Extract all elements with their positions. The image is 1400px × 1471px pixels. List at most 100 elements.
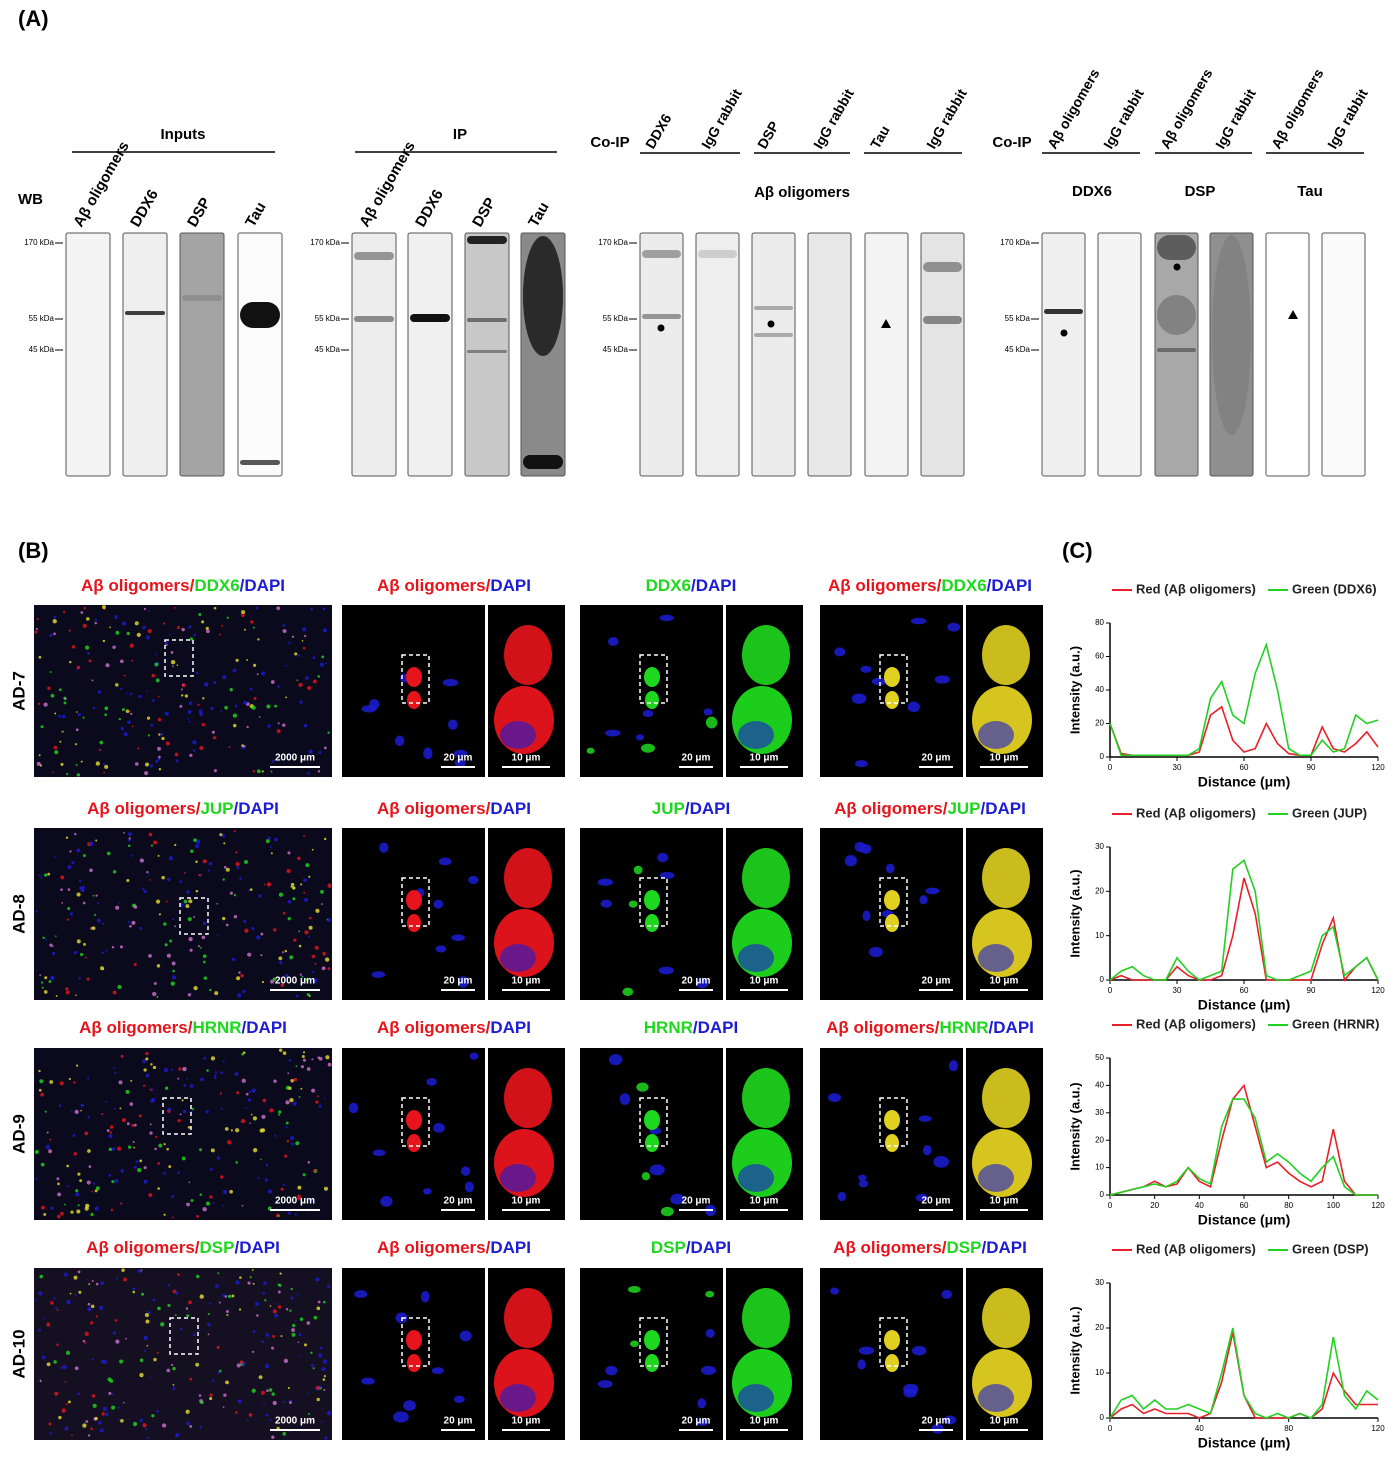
cell-dot <box>48 980 52 984</box>
nucleus <box>379 842 389 853</box>
cell-dot <box>100 1281 104 1285</box>
cell-dot <box>246 658 249 661</box>
cell-dot <box>208 861 213 866</box>
cell-dot <box>107 1377 112 1382</box>
cell-dot <box>38 1291 43 1296</box>
cell-dot <box>40 725 44 729</box>
image-title: Aβ oligomers/DAPI <box>377 1238 531 1257</box>
zoom-nucleus <box>978 1384 1014 1412</box>
cell-dot <box>62 730 65 733</box>
cell-dot <box>84 1206 89 1211</box>
blot-lane <box>864 232 909 477</box>
cell-dot <box>209 988 212 992</box>
cell-dot <box>59 1081 64 1086</box>
cell-dot <box>282 1051 287 1055</box>
cell-dot <box>142 1423 147 1428</box>
cell-dot <box>285 1126 288 1129</box>
cell-dot <box>152 991 157 997</box>
cell-dot <box>298 930 301 933</box>
marker-label: 55 kDa <box>1005 314 1031 323</box>
blot-lane <box>751 232 796 477</box>
blot-lane <box>1265 232 1310 477</box>
cell-dot <box>303 891 306 894</box>
cell-dot <box>205 629 210 634</box>
cell-dot <box>80 1103 85 1108</box>
cell-dot <box>115 1339 120 1344</box>
cell-dot <box>235 1161 239 1164</box>
cell-dot <box>65 1350 71 1355</box>
nucleus <box>431 1367 444 1375</box>
cell-dot <box>285 696 288 699</box>
title-segment: /DAPI <box>242 1018 287 1037</box>
cell-dot <box>80 1109 82 1112</box>
cell-dot <box>63 610 66 613</box>
cell-dot <box>39 1079 44 1084</box>
cell-dot <box>273 928 277 932</box>
cell-dot <box>50 1206 54 1210</box>
roi-box <box>639 1317 668 1367</box>
panel-label: (A) <box>18 6 49 31</box>
cell-dot <box>279 1272 282 1275</box>
cell-dot <box>67 865 72 870</box>
cell-dot <box>171 1363 174 1367</box>
cell-dot <box>191 1107 195 1111</box>
cell-dot <box>185 1409 190 1414</box>
x-axis-label: Distance (μm) <box>1198 1212 1291 1228</box>
cell-dot <box>150 723 154 727</box>
cell-dot <box>172 665 174 668</box>
cell-dot <box>120 1202 123 1205</box>
cell-dot <box>288 1086 292 1091</box>
y-tick-label: 0 <box>1100 1190 1105 1199</box>
cell-dot <box>203 976 208 980</box>
cell-dot <box>51 976 54 980</box>
cell-dot <box>174 1314 177 1317</box>
blot-band <box>1044 309 1083 314</box>
cell-dot <box>300 1065 304 1069</box>
cell-dot <box>193 838 197 843</box>
cell-dot <box>142 625 146 630</box>
cell-dot <box>188 1181 191 1184</box>
title-segment: Aβ oligomers/ <box>377 576 491 595</box>
cell-dot <box>38 874 41 877</box>
image-title: Aβ oligomers/DSP/DAPI <box>86 1238 280 1257</box>
cell-dot <box>222 1294 226 1298</box>
cell-dot <box>303 634 307 638</box>
blot-title: Inputs <box>161 126 206 143</box>
legend-label: Red (Aβ oligomers) <box>1136 805 1256 820</box>
cell-dot <box>257 1176 260 1179</box>
cell-dot <box>87 1279 89 1281</box>
zoom-blob <box>982 625 1030 685</box>
cell-dot <box>117 1146 122 1151</box>
cell-dot <box>195 889 199 893</box>
cell-dot <box>104 706 109 711</box>
blot-lane <box>351 232 397 477</box>
micrograph <box>580 1048 723 1220</box>
cell-dot <box>327 1284 331 1288</box>
blot-band <box>354 316 394 322</box>
cell-dot <box>102 639 106 643</box>
cell-dot <box>47 872 51 876</box>
cell-dot <box>82 716 85 719</box>
cell-dot <box>91 1394 96 1398</box>
cell-dot <box>209 1393 213 1397</box>
cell-dot <box>291 635 295 638</box>
cell-dot <box>117 1406 120 1409</box>
cell-dot <box>234 704 238 708</box>
cell-dot <box>92 1403 97 1408</box>
title-segment: /DAPI <box>234 1238 279 1257</box>
cell-dot <box>40 1162 45 1167</box>
cell-dot <box>34 630 38 634</box>
cell-dot <box>197 703 200 706</box>
cell-dot <box>146 870 149 874</box>
cell-dot <box>131 920 136 925</box>
cell-dot <box>48 1422 52 1426</box>
cell-dot <box>196 839 201 844</box>
cell-dot <box>179 880 183 883</box>
nucleus <box>857 1359 866 1370</box>
cell-dot <box>149 879 152 881</box>
cell-dot <box>323 746 327 750</box>
cell-dot <box>287 899 292 904</box>
cell-dot <box>320 903 323 905</box>
cell-dot <box>323 1388 326 1392</box>
cell-dot <box>169 939 173 943</box>
